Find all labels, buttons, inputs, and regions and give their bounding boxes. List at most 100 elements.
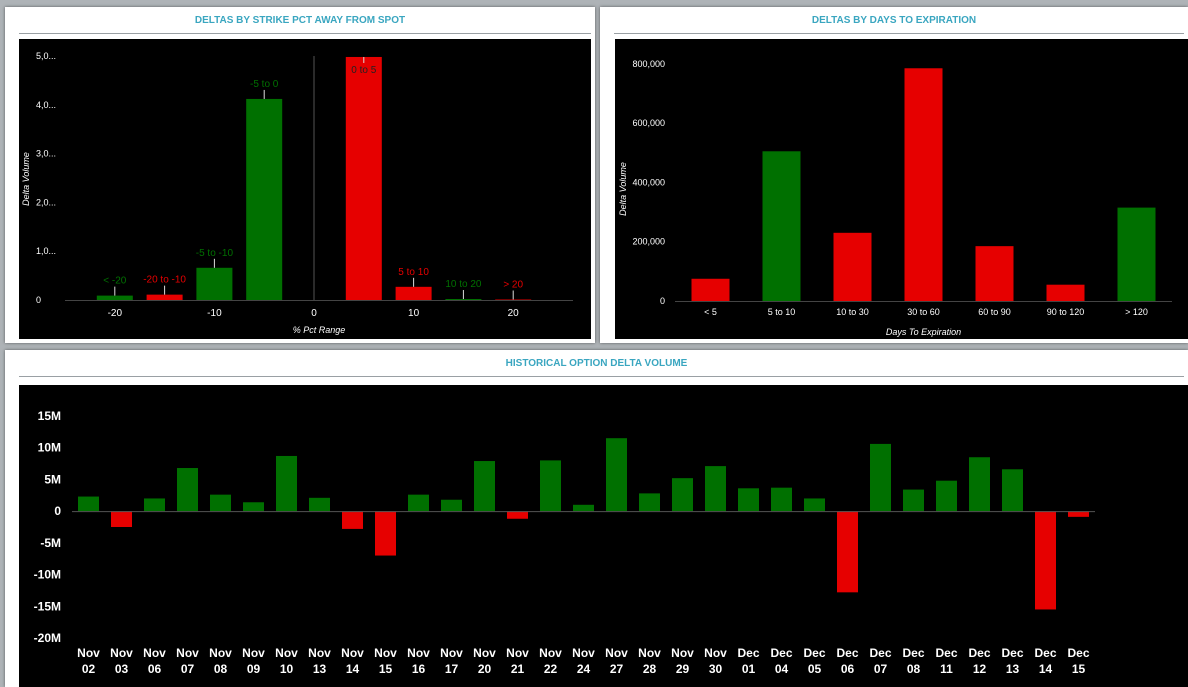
x-tick-day-29: 14 — [1039, 662, 1053, 676]
x-tick-label-4: 60 to 90 — [978, 307, 1011, 317]
bar-1 — [762, 151, 801, 301]
historical-chart: 15M 10M 5M 0 -5M -10M -15M -20M Nov 02 Nov 03 Nov 06 N… — [19, 385, 1188, 687]
x-tick-month-15: Nov — [572, 646, 595, 660]
x-tick-day-8: 14 — [346, 662, 360, 676]
bar-20 — [738, 488, 759, 512]
x-tick-label-0: < 5 — [704, 307, 717, 317]
bar-6 — [1117, 207, 1156, 301]
bar-0 — [691, 278, 730, 301]
bar-5 — [243, 502, 264, 512]
bar-26 — [936, 480, 957, 512]
x-tick-day-3: 07 — [181, 662, 195, 676]
x-tick-label-3: 10 — [408, 308, 420, 319]
x-tick-month-20: Dec — [737, 646, 759, 660]
x-tick-month-25: Dec — [902, 646, 924, 660]
x-axis-title: Days To Expiration — [886, 327, 961, 337]
x-tick-day-10: 16 — [412, 662, 426, 676]
bar-label-0: < -20 — [103, 276, 127, 287]
x-tick-day-6: 10 — [280, 662, 294, 676]
bar-4 — [975, 246, 1014, 301]
x-tick-month-21: Dec — [770, 646, 792, 660]
bar-6 — [276, 455, 297, 512]
x-tick-month-26: Dec — [935, 646, 957, 660]
x-tick-day-25: 08 — [907, 662, 921, 676]
y-tick-label-7: -20M — [34, 631, 61, 645]
strike-pct-svg: < -20 -20 to -10 -5 to -10 -5 to 0 0 to 5 5 t… — [21, 51, 573, 335]
x-tick-month-17: Nov — [638, 646, 661, 660]
strike-pct-chart: < -20 -20 to -10 -5 to -10 -5 to 0 0 to 5 5 t… — [19, 39, 591, 339]
bar-16 — [606, 438, 627, 512]
x-tick-label-3: 30 to 60 — [907, 307, 940, 317]
bar-19 — [705, 466, 726, 512]
bar-15 — [573, 504, 594, 512]
days-to-exp-title-rule — [614, 33, 1184, 34]
bar-11 — [441, 499, 462, 512]
days-to-exp-chart: < 5 5 to 10 10 to 30 30 to 60 60 to 90 90 to … — [615, 39, 1188, 339]
bar-0 — [78, 496, 99, 512]
bar-7 — [309, 497, 330, 512]
y-tick-label-2: 400,000 — [632, 177, 665, 187]
bar-23 — [837, 511, 858, 593]
bar-10 — [408, 494, 429, 512]
bar-0 — [96, 295, 133, 300]
historical-panel: HISTORICAL OPTION DELTA VOLUME 15M 10M 5M 0… — [5, 350, 1188, 687]
y-tick-label-3: 0 — [54, 504, 61, 518]
x-tick-day-27: 12 — [973, 662, 987, 676]
y-tick-label-4: 800,000 — [632, 59, 665, 69]
y-tick-label-4: -5M — [40, 536, 61, 550]
bar-label-3: -5 to 0 — [250, 79, 279, 90]
bar-21 — [771, 487, 792, 512]
bar-2 — [833, 232, 872, 301]
historical-svg: 15M 10M 5M 0 -5M -10M -15M -20M Nov 02 Nov 03 Nov 06 N… — [34, 409, 1095, 676]
x-tick-month-28: Dec — [1001, 646, 1023, 660]
x-tick-month-6: Nov — [275, 646, 298, 660]
x-tick-day-11: 17 — [445, 662, 459, 676]
bar-14 — [540, 460, 561, 512]
x-tick-day-21: 04 — [775, 662, 789, 676]
historical-title: HISTORICAL OPTION DELTA VOLUME — [505, 358, 688, 369]
x-tick-month-30: Dec — [1067, 646, 1089, 660]
x-axis-title: % Pct Range — [293, 325, 346, 335]
x-tick-label-6: > 120 — [1125, 307, 1148, 317]
bar-1 — [146, 294, 183, 300]
y-tick-label-1: 200,000 — [632, 237, 665, 247]
x-tick-month-4: Nov — [209, 646, 232, 660]
y-tick-label-3: 3,0... — [36, 149, 56, 159]
y-tick-label-4: 4,0... — [36, 100, 56, 110]
x-tick-month-12: Nov — [473, 646, 496, 660]
y-tick-label-0: 0 — [36, 295, 41, 305]
bar-22 — [804, 498, 825, 512]
x-tick-day-13: 21 — [511, 662, 525, 676]
bar-28 — [1002, 469, 1023, 512]
y-tick-label-6: -15M — [34, 599, 61, 613]
x-tick-day-18: 29 — [676, 662, 690, 676]
x-tick-day-16: 27 — [610, 662, 624, 676]
bar-label-4: 0 to 5 — [351, 65, 376, 76]
historical-title-rule — [19, 376, 1184, 377]
x-tick-day-23: 06 — [841, 662, 855, 676]
x-tick-month-3: Nov — [176, 646, 199, 660]
x-tick-day-30: 15 — [1072, 662, 1086, 676]
bar-27 — [969, 457, 990, 512]
x-tick-month-29: Dec — [1034, 646, 1056, 660]
bar-label-6: 10 to 20 — [445, 279, 482, 290]
strike-pct-title: DELTAS BY STRIKE PCT AWAY FROM SPOT — [194, 15, 406, 26]
bar-2 — [196, 267, 233, 300]
bar-8 — [342, 511, 363, 529]
x-tick-day-17: 28 — [643, 662, 657, 676]
y-tick-label-1: 1,0... — [36, 246, 56, 256]
y-tick-label-5: 5,0... — [36, 51, 56, 61]
bar-label-1: -20 to -10 — [143, 275, 186, 286]
x-tick-label-0: -20 — [108, 308, 123, 319]
x-tick-month-10: Nov — [407, 646, 430, 660]
x-tick-month-2: Nov — [143, 646, 166, 660]
y-axis-title: Delta Volume — [618, 162, 628, 216]
x-tick-label-1: -10 — [207, 308, 222, 319]
bar-29 — [1035, 511, 1056, 610]
x-tick-label-4: 20 — [508, 308, 520, 319]
y-tick-label-1: 10M — [38, 441, 61, 455]
x-tick-month-16: Nov — [605, 646, 628, 660]
x-tick-day-0: 02 — [82, 662, 96, 676]
x-tick-month-19: Nov — [704, 646, 727, 660]
x-tick-label-5: 90 to 120 — [1047, 307, 1085, 317]
